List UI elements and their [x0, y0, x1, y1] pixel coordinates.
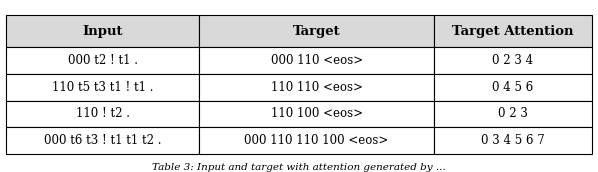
Text: 110 ! t2 .: 110 ! t2 . [76, 108, 130, 120]
Text: 000 110 <eos>: 000 110 <eos> [270, 54, 362, 67]
Text: Input: Input [83, 25, 123, 38]
Text: 000 t2 ! t1 .: 000 t2 ! t1 . [68, 54, 138, 67]
Bar [6, 127, 199, 154]
Bar [434, 127, 592, 154]
Bar [199, 74, 434, 101]
Bar [434, 74, 592, 101]
Bar [434, 15, 592, 47]
Bar [434, 47, 592, 74]
Bar [199, 101, 434, 127]
Text: Table 3: Input and target with attention generated by ...: Table 3: Input and target with attention… [152, 163, 446, 172]
Bar [199, 127, 434, 154]
Bar [6, 101, 199, 127]
Bar [199, 15, 434, 47]
Bar [6, 15, 199, 47]
Bar [199, 47, 434, 74]
Bar [434, 101, 592, 127]
Text: 0 4 5 6: 0 4 5 6 [492, 81, 533, 94]
Text: 0 3 4 5 6 7: 0 3 4 5 6 7 [481, 134, 545, 147]
Text: 110 100 <eos>: 110 100 <eos> [270, 108, 362, 120]
Text: Target Attention: Target Attention [452, 25, 573, 38]
Text: 000 t6 t3 ! t1 t1 t2 .: 000 t6 t3 ! t1 t1 t2 . [44, 134, 161, 147]
Text: 000 110 110 100 <eos>: 000 110 110 100 <eos> [245, 134, 389, 147]
Bar [6, 74, 199, 101]
Text: 110 110 <eos>: 110 110 <eos> [271, 81, 362, 94]
Text: 0 2 3: 0 2 3 [498, 108, 528, 120]
Text: 0 2 3 4: 0 2 3 4 [492, 54, 533, 67]
Bar [6, 47, 199, 74]
Text: Target: Target [293, 25, 340, 38]
Text: 110 t5 t3 t1 ! t1 .: 110 t5 t3 t1 ! t1 . [52, 81, 154, 94]
